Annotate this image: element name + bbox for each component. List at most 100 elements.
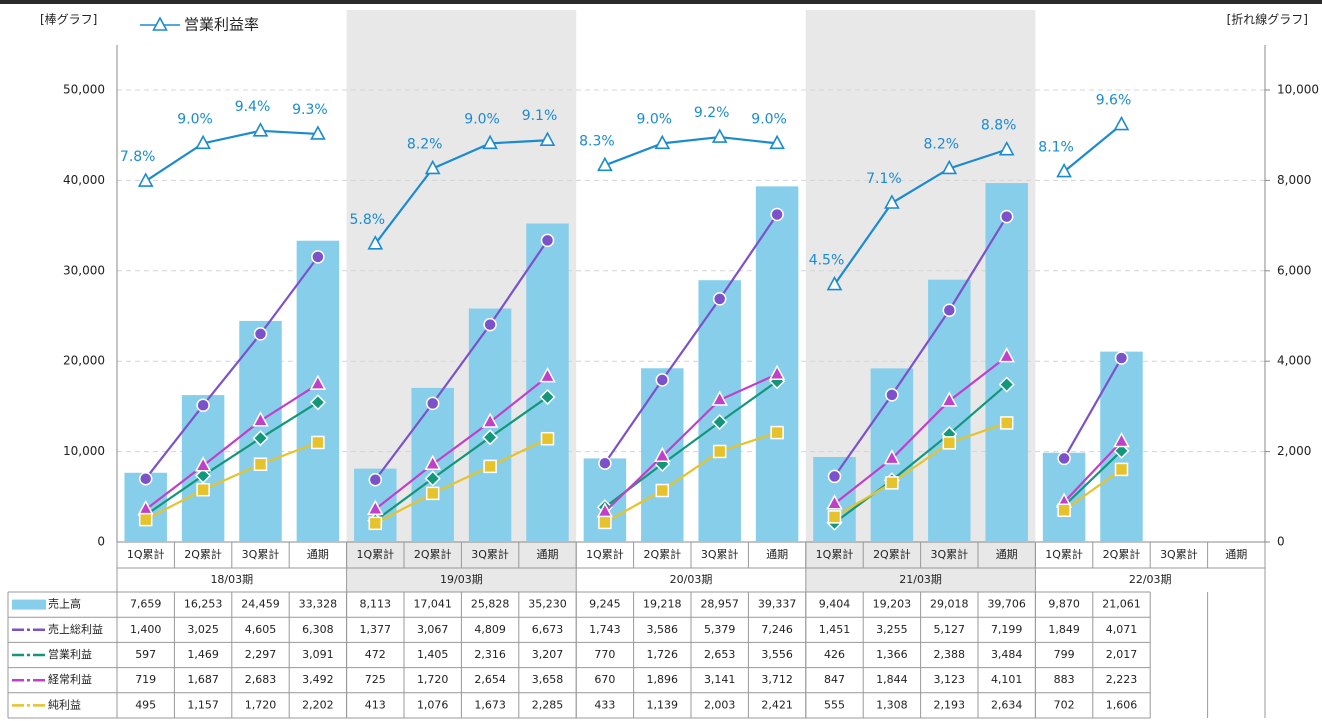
table-cell: 9,870 [1048,598,1080,611]
table-cell: 1,896 [647,673,679,686]
table-cell: 3,658 [532,673,564,686]
data-label: 4.5% [809,253,845,269]
x-tick-label: 1Q累計 [127,547,165,561]
marker [425,396,440,411]
table-cell: 7,199 [991,623,1023,636]
table-cell: 6,308 [302,623,334,636]
x-tick-label: 1Q累計 [586,547,624,561]
table-cell: 1,405 [417,648,449,661]
table-cell: 1,157 [187,698,219,711]
table-cell: 2,388 [934,648,966,661]
marker [655,483,670,498]
line [604,431,778,524]
marker [942,436,957,450]
y2-tick-label: 10,000 [1277,83,1319,97]
x-tick-label: 通期 [996,548,1018,561]
line [1063,440,1123,503]
data-label: 8.1% [1038,140,1074,156]
marker [712,444,727,459]
marker [998,140,1015,156]
table-cell: 16,253 [184,598,223,611]
table-cell: 3,207 [532,648,564,661]
table-cell: 1,451 [819,623,851,636]
marker [252,411,269,427]
y2-tick-label: 0 [1277,535,1285,549]
marker [483,317,497,332]
data-label: 9.2% [694,105,730,121]
marker [252,122,269,137]
table-cell: 3,025 [187,623,219,636]
table-cell: 19,203 [873,598,912,611]
data-label: 9.3% [292,102,328,118]
marker [310,125,326,140]
table-cell: 1,720 [245,698,277,711]
marker [539,388,556,406]
line [374,139,548,245]
marker [1057,451,1071,466]
marker [309,394,326,411]
group-label: 22/03期 [1129,573,1172,586]
marker [941,391,958,407]
marker [884,194,900,209]
table-cell: 1,469 [187,648,219,661]
marker [769,134,785,150]
marker [540,233,555,248]
table-cell: 770 [594,648,615,661]
table-cell: 39,337 [758,598,797,611]
table-cell: 1,377 [360,623,392,636]
table-row-label: 営業利益 [48,647,92,661]
x-tick-label: 通期 [307,548,329,561]
marker [368,473,383,487]
table-cell: 1,720 [417,673,449,686]
marker [768,364,786,380]
table-cell: 4,101 [991,673,1023,686]
x-tick-label: 3Q累計 [1160,547,1198,561]
y2-tick-label: 2,000 [1277,444,1311,458]
marker [998,376,1015,393]
x-tick-label: 通期 [537,548,559,561]
marker [138,512,153,527]
line [1063,450,1123,507]
table-cell: 719 [135,673,156,686]
data-label: 8.2% [407,136,443,152]
x-tick-label: 2Q累計 [414,547,452,561]
table-cell: 433 [594,698,615,711]
data-label: 9.0% [177,111,213,127]
table-cell: 1,849 [1048,623,1080,636]
marker [1113,115,1130,131]
line [604,380,778,509]
table-cell: 33,328 [299,598,338,611]
y-tick-label: 30,000 [63,263,105,277]
marker [712,292,727,306]
marker [942,303,957,318]
marker [196,398,210,413]
line [145,401,319,516]
bar [296,240,340,542]
table-cell: 28,957 [700,598,739,611]
group-label: 19/03期 [440,573,483,586]
marker [999,209,1014,224]
marker [1114,351,1129,365]
marker [826,494,843,510]
marker [368,516,383,531]
table-cell: 2,421 [761,698,793,711]
data-label: 7.1% [866,171,902,187]
marker [425,486,440,501]
table-cell: 2,017 [1106,648,1138,661]
table-cell: 555 [824,698,845,711]
x-tick-label: 2Q累計 [184,547,222,561]
table-cell: 472 [365,648,386,661]
marker [482,429,499,446]
marker [424,159,441,175]
table-cell: 1,308 [876,698,908,711]
table-cell: 6,673 [532,623,564,636]
table-cell: 2,202 [302,698,334,711]
table-cell: 2,654 [474,673,506,686]
marker [253,327,268,341]
x-tick-label: 3Q累計 [471,547,509,561]
marker [885,476,899,490]
table-cell: 3,123 [934,673,966,686]
marker [998,347,1015,363]
data-label: 5.8% [350,212,386,228]
marker [194,456,212,472]
